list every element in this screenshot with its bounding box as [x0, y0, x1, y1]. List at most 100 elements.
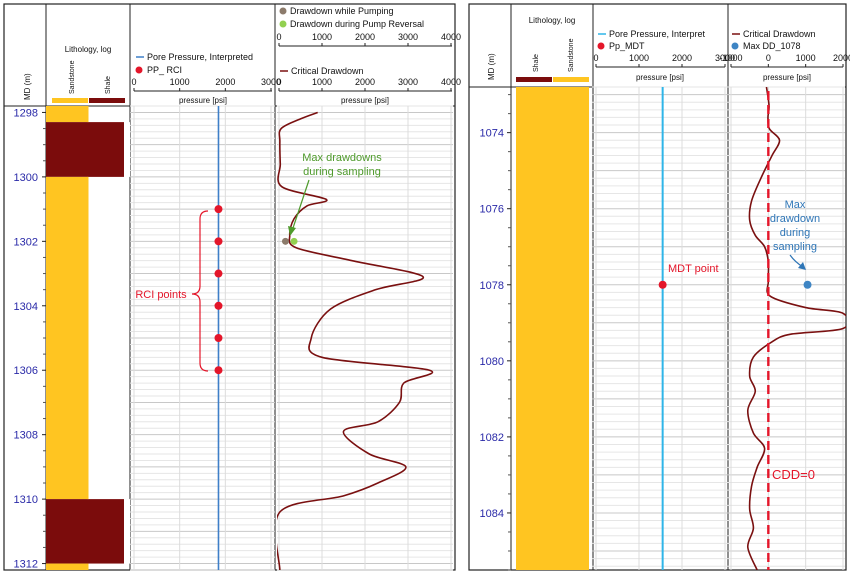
- right-panel-border: [468, 3, 847, 571]
- right-log-panel: MD (m) Lithology, log Shale Sandstone Po…: [468, 3, 850, 571]
- right-dd-xlabel: pressure [psi]: [763, 73, 811, 82]
- left-log-panel: MD (m) Lithology, log Sandstone Shale Po…: [3, 3, 461, 571]
- right-maxdd-legend-label: Max DD_1078: [743, 41, 801, 51]
- rci-points-annotation: RCI points: [135, 289, 187, 301]
- depth-tick-label: 1304: [14, 301, 38, 313]
- drawdown-scale-label: 1000: [796, 53, 816, 63]
- max-drawdown-annotation-line1: Max: [785, 199, 806, 211]
- left-dd-bottom-ticks: 0 1000 2000 3000 4000: [276, 77, 461, 91]
- left-lithology-legend-sandstone: Sandstone: [69, 60, 76, 94]
- drawdown-top-scale-label: 2000: [355, 32, 375, 42]
- pressure-scale-label: 3000: [715, 53, 735, 63]
- right-pressure-ticks: 0 1000 2000 3000: [593, 53, 735, 67]
- max-drawdown-arrowhead: [798, 262, 806, 270]
- left-lithology-column: [46, 106, 130, 570]
- max-drawdown-pumping-point: [281, 237, 289, 245]
- left-rci-legend-marker: [135, 66, 143, 74]
- right-pressure-xlabel: pressure [psi]: [636, 73, 684, 82]
- rci-point: [214, 334, 223, 342]
- critical-drawdown-curve: [746, 87, 846, 570]
- depth-tick-label: 1310: [14, 494, 38, 506]
- right-cdd-legend-label: Critical Drawdown: [743, 29, 816, 39]
- left-dd-reversal-legend-label: Drawdown during Pump Reversal: [290, 19, 424, 29]
- drawdown-top-scale-label: 0: [276, 32, 281, 42]
- right-lithology-legend-shale: Shale: [533, 54, 540, 72]
- drawdown-scale-label: -1000: [719, 53, 742, 63]
- drawdown-bottom-scale-label: 3000: [398, 77, 418, 87]
- left-dd-xlabel: pressure [psi]: [341, 96, 389, 105]
- depth-tick-label: 1312: [14, 559, 38, 571]
- left-lithology-title: Lithology, log: [65, 45, 112, 54]
- rci-point: [214, 237, 223, 246]
- critical-drawdown-curve: [277, 111, 434, 570]
- depth-tick-label: 1298: [14, 107, 38, 119]
- depth-tick-label: 1306: [14, 365, 38, 377]
- right-lithology-legend-shale-swatch: [516, 77, 552, 82]
- max-drawdown-annotation-line4: sampling: [773, 241, 817, 253]
- max-drawdowns-arrowhead: [288, 226, 296, 236]
- right-pp-legend-label: Pore Pressure, Interpret: [609, 29, 706, 39]
- left-dd-pumping-legend-marker: [279, 7, 287, 15]
- depth-tick-label: 1084: [480, 508, 504, 520]
- right-mdt-legend-label: Pp_MDT: [609, 41, 645, 51]
- pressure-scale-label: 1000: [170, 77, 190, 87]
- rci-point: [214, 366, 223, 375]
- left-lithology-legend-shale-swatch: [89, 98, 125, 103]
- depth-tick-label: 1074: [480, 128, 504, 140]
- max-drawdowns-annotation-line1: Max drawdowns: [302, 152, 382, 164]
- drawdown-bottom-scale-label: 4000: [441, 77, 461, 87]
- right-drawdown-plot: [746, 87, 846, 570]
- right-depth-axis-label: MD (m): [487, 53, 496, 80]
- pressure-scale-label: 1000: [629, 53, 649, 63]
- left-pp-legend-label: Pore Pressure, Interpreted: [147, 52, 253, 62]
- right-depth-ticks: 1074 1076 1078 1080 1082 1084: [480, 94, 511, 571]
- rci-point: [214, 269, 223, 278]
- mdt-point-annotation: MDT point: [668, 263, 719, 275]
- drawdown-bottom-scale-label: 0: [276, 77, 281, 87]
- lithology-sandstone-interval: [46, 176, 88, 500]
- pressure-scale-label: 0: [131, 77, 136, 87]
- mdt-point: [658, 280, 667, 289]
- depth-tick-label: 1300: [14, 172, 38, 184]
- lithology-sandstone-interval: [46, 563, 88, 570]
- pressure-scale-label: 2000: [215, 77, 235, 87]
- left-pressure-ticks: 0 1000 2000 3000: [131, 77, 281, 91]
- max-dd-1078-point: [803, 280, 812, 289]
- right-lithology-legend-sandstone-swatch: [553, 77, 589, 82]
- drawdown-scale-label: 2000: [833, 53, 850, 63]
- lithology-shale-interval: [46, 122, 124, 177]
- rci-point: [214, 205, 223, 214]
- left-pressure-plot: [214, 106, 223, 570]
- drawdown-top-scale-label: 1000: [312, 32, 332, 42]
- left-depth-ticks: 1298 1300 1302 1304 1306 1308 1310 1312: [14, 107, 46, 571]
- lithology-shale-margin: [124, 122, 130, 177]
- depth-tick-label: 1080: [480, 356, 504, 368]
- left-dd-reversal-legend-marker: [279, 20, 287, 28]
- lithology-shale-margin: [124, 499, 130, 564]
- drawdown-top-scale-label: 3000: [398, 32, 418, 42]
- max-drawdown-annotation-line3: during: [780, 227, 811, 239]
- drawdown-scale-label: 0: [766, 53, 771, 63]
- depth-tick-label: 1308: [14, 430, 38, 442]
- right-dd-ticks: -1000 0 1000 2000: [719, 53, 850, 67]
- right-lithology-column: [516, 87, 589, 570]
- drawdown-top-scale-label: 4000: [441, 32, 461, 42]
- pressure-scale-label: 3000: [261, 77, 281, 87]
- left-lithology-legend-shale: Shale: [105, 76, 112, 94]
- max-drawdowns-arrow: [291, 179, 310, 232]
- rci-points-bracket: [191, 210, 209, 372]
- lithology-shale-interval: [46, 499, 124, 564]
- left-pressure-xlabel: pressure [psi]: [179, 96, 227, 105]
- max-drawdown-reversal-point: [290, 237, 298, 245]
- right-lithology-legend-sandstone: Sandstone: [568, 38, 575, 72]
- left-drawdown-plot: [277, 111, 434, 570]
- depth-tick-label: 1302: [14, 236, 38, 248]
- lithology-sandstone-interval: [516, 87, 589, 570]
- left-lithology-legend-sandstone-swatch: [52, 98, 88, 103]
- max-drawdowns-annotation-line2: during sampling: [303, 166, 381, 178]
- right-maxdd-legend-marker: [731, 42, 739, 50]
- max-drawdown-annotation-line2: drawdown: [770, 213, 820, 225]
- depth-tick-label: 1076: [480, 204, 504, 216]
